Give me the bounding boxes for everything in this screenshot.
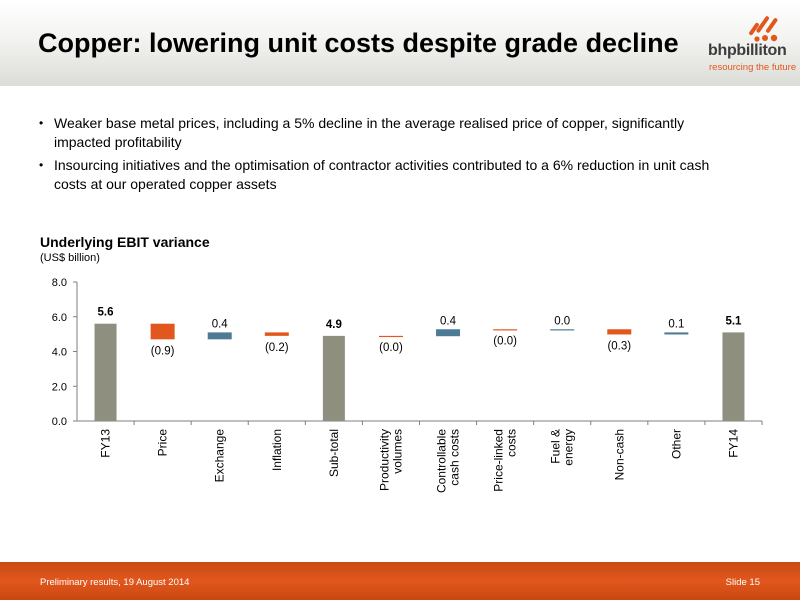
y-tick-label: 2.0 — [52, 381, 67, 393]
total-bar — [94, 323, 117, 421]
slide-number: Slide 15 — [725, 577, 760, 588]
x-category-label-line: Inflation — [270, 429, 284, 471]
x-category-label: FY13 — [99, 429, 113, 458]
x-category-label-line: cash costs — [448, 429, 462, 486]
bar-value-label: (0.3) — [607, 340, 631, 352]
decrease-bar — [150, 323, 175, 340]
increase-bar — [664, 332, 689, 335]
x-category-label-line: FY13 — [99, 429, 113, 458]
total-bar — [322, 335, 345, 421]
logo-tagline: resourcing the future — [709, 62, 797, 73]
increase-bar — [550, 329, 575, 331]
footer-event-label: Preliminary results, 19 August 2014 — [40, 577, 190, 588]
x-category-label: Price-linkedcosts — [492, 429, 519, 492]
total-bar — [722, 332, 745, 421]
bar-value-label: 5.1 — [725, 315, 742, 327]
x-category-label: Controllablecash costs — [435, 429, 462, 493]
chart-title: Underlying EBIT variance — [40, 234, 210, 250]
x-category-label-line: Controllable — [435, 429, 449, 493]
bullet-item: Insourcing initiatives and the optimisat… — [38, 156, 738, 194]
decrease-bar — [493, 329, 518, 331]
chart-unit-label: (US$ billion) — [40, 252, 100, 264]
bar-value-label: 0.1 — [668, 318, 684, 330]
x-category-label-line: Other — [669, 429, 683, 459]
x-category-label-line: volumes — [390, 429, 404, 474]
x-category-label-line: Exchange — [213, 429, 227, 483]
slide-header: Copper: lowering unit costs despite grad… — [0, 0, 800, 86]
x-category-label: Non-cash — [612, 429, 626, 480]
x-category-label-line: costs — [505, 429, 519, 457]
y-tick-label: 4.0 — [52, 347, 67, 359]
bar-value-label: 5.6 — [98, 307, 114, 319]
x-category-label-line: Sub-total — [327, 429, 341, 477]
bar-value-label: (0.0) — [379, 342, 403, 354]
x-category-label: Sub-total — [327, 429, 341, 477]
x-category-label: Other — [669, 429, 683, 459]
x-category-label: Exchange — [213, 429, 227, 483]
x-category-label: Productivityvolumes — [377, 429, 404, 491]
decrease-bar — [607, 329, 632, 335]
y-tick-label: 0.0 — [52, 416, 67, 428]
x-category-label: Price — [156, 429, 170, 457]
increase-bar — [436, 329, 461, 337]
decrease-bar — [264, 332, 289, 336]
x-category-label-line: energy — [562, 429, 576, 466]
x-category-label-line: Price-linked — [492, 429, 506, 492]
x-category-label-line: Fuel & — [549, 429, 563, 464]
logo-wordmark: bhpbilliton — [708, 42, 787, 59]
x-category-label: Inflation — [270, 429, 284, 471]
x-category-label: Fuel &energy — [549, 429, 576, 466]
bar-value-label: 0.4 — [212, 318, 229, 330]
y-tick-label: 8.0 — [52, 277, 67, 289]
bullet-item: Weaker base metal prices, including a 5%… — [38, 114, 738, 152]
x-category-label-line: Productivity — [377, 429, 391, 491]
x-category-label-line: Non-cash — [612, 429, 626, 480]
bar-value-label: (0.0) — [493, 336, 517, 348]
company-logo: bhpbilliton resourcing the future — [706, 12, 796, 78]
slide-footer: Preliminary results, 19 August 2014 Slid… — [0, 562, 800, 600]
bar-value-label: 0.0 — [554, 315, 570, 327]
bar-value-label: (0.2) — [265, 342, 289, 354]
bar-value-label: 0.4 — [440, 315, 457, 327]
y-tick-label: 6.0 — [52, 312, 67, 324]
increase-bar — [207, 332, 232, 340]
bhp-dots-logo-icon — [749, 16, 778, 42]
decrease-bar — [378, 335, 403, 338]
slide-title: Copper: lowering unit costs despite grad… — [38, 28, 679, 58]
bar-value-label: 4.9 — [326, 319, 342, 331]
bullet-list: Weaker base metal prices, including a 5%… — [38, 114, 738, 198]
bar-value-label: (0.9) — [151, 345, 175, 357]
x-category-label-line: Price — [156, 429, 170, 457]
x-category-label: FY14 — [726, 429, 740, 458]
x-category-label-line: FY14 — [726, 429, 740, 458]
